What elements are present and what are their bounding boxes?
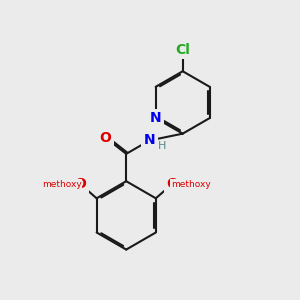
Text: N: N: [150, 111, 161, 125]
Text: N: N: [144, 134, 155, 148]
Text: methoxy: methoxy: [42, 179, 81, 188]
Text: O: O: [100, 130, 111, 145]
Text: H: H: [158, 141, 166, 151]
Text: Cl: Cl: [175, 43, 190, 57]
Text: methoxy: methoxy: [171, 179, 211, 188]
Text: O: O: [166, 177, 178, 191]
Text: O: O: [74, 177, 86, 191]
